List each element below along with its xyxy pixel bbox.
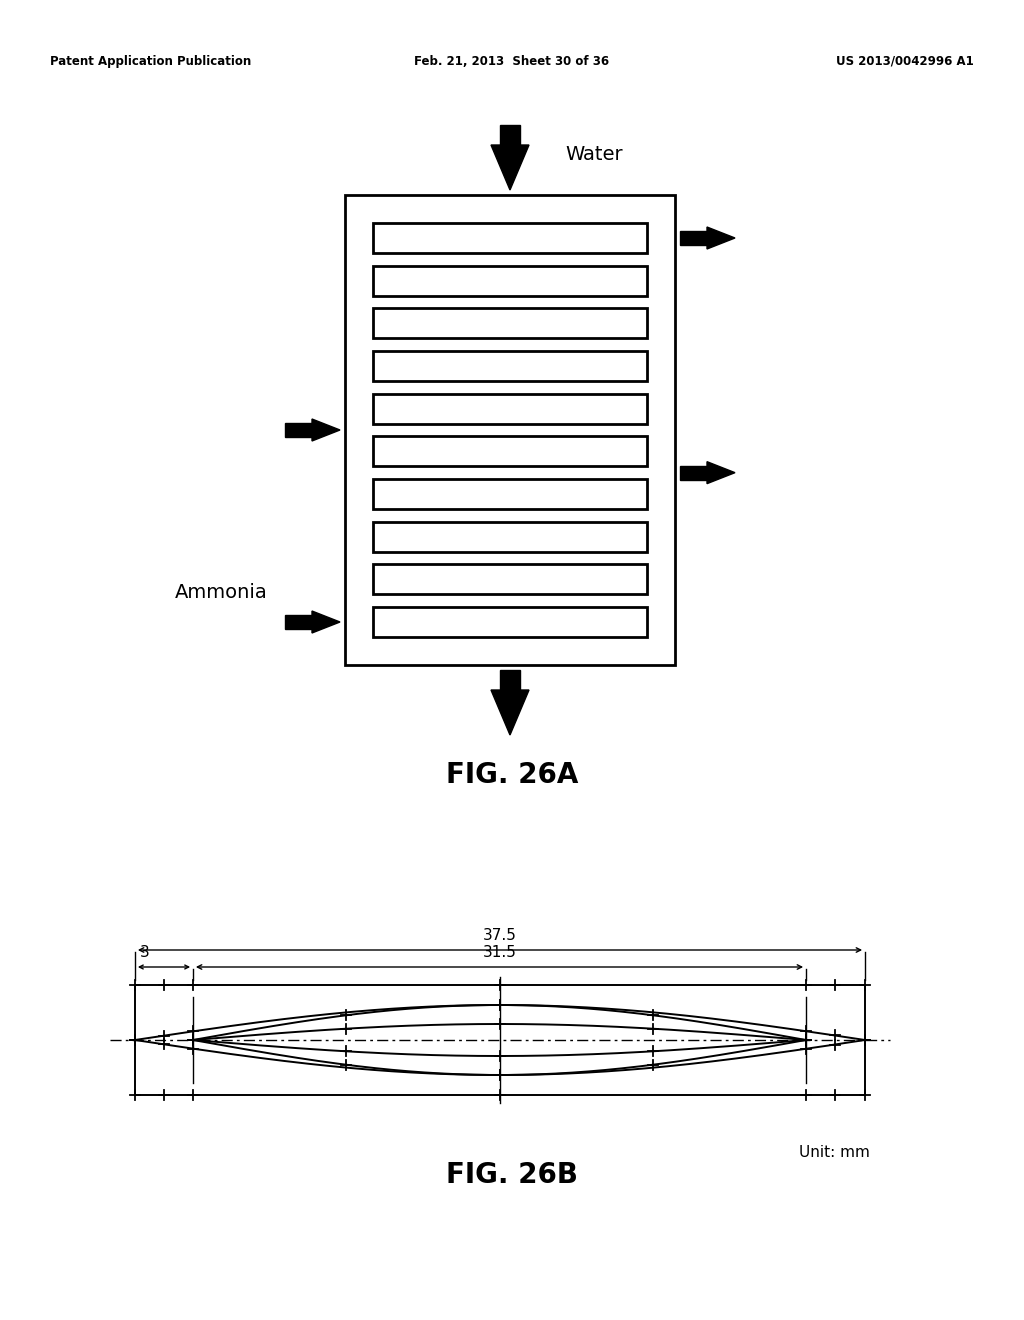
Bar: [373, 393, 647, 424]
Polygon shape: [285, 615, 312, 630]
Bar: [373, 565, 647, 594]
Bar: [373, 309, 647, 338]
Bar: [373, 437, 647, 466]
Polygon shape: [680, 466, 707, 479]
Bar: [345, 195, 675, 665]
Bar: [373, 479, 647, 510]
Text: Unit: mm: Unit: mm: [799, 1144, 870, 1160]
Text: Patent Application Publication: Patent Application Publication: [50, 55, 251, 69]
Text: FIG. 26A: FIG. 26A: [445, 762, 579, 789]
Polygon shape: [490, 145, 529, 190]
Polygon shape: [707, 227, 735, 249]
Bar: [373, 521, 647, 552]
Polygon shape: [500, 125, 520, 145]
Text: 37.5: 37.5: [483, 928, 517, 942]
Polygon shape: [285, 422, 312, 437]
Polygon shape: [500, 671, 520, 690]
Polygon shape: [312, 418, 340, 441]
Text: Ammonia: Ammonia: [175, 583, 267, 602]
Text: US 2013/0042996 A1: US 2013/0042996 A1: [837, 55, 974, 69]
Polygon shape: [707, 462, 735, 483]
Polygon shape: [312, 611, 340, 634]
Bar: [373, 351, 647, 381]
Polygon shape: [680, 231, 707, 246]
Bar: [373, 265, 647, 296]
Bar: [373, 607, 647, 638]
Text: Feb. 21, 2013  Sheet 30 of 36: Feb. 21, 2013 Sheet 30 of 36: [415, 55, 609, 69]
Polygon shape: [490, 690, 529, 735]
Text: Water: Water: [565, 145, 623, 165]
Text: FIG. 26B: FIG. 26B: [446, 1162, 578, 1189]
Text: 31.5: 31.5: [483, 945, 517, 960]
Bar: [373, 223, 647, 253]
Text: 3: 3: [140, 945, 150, 960]
